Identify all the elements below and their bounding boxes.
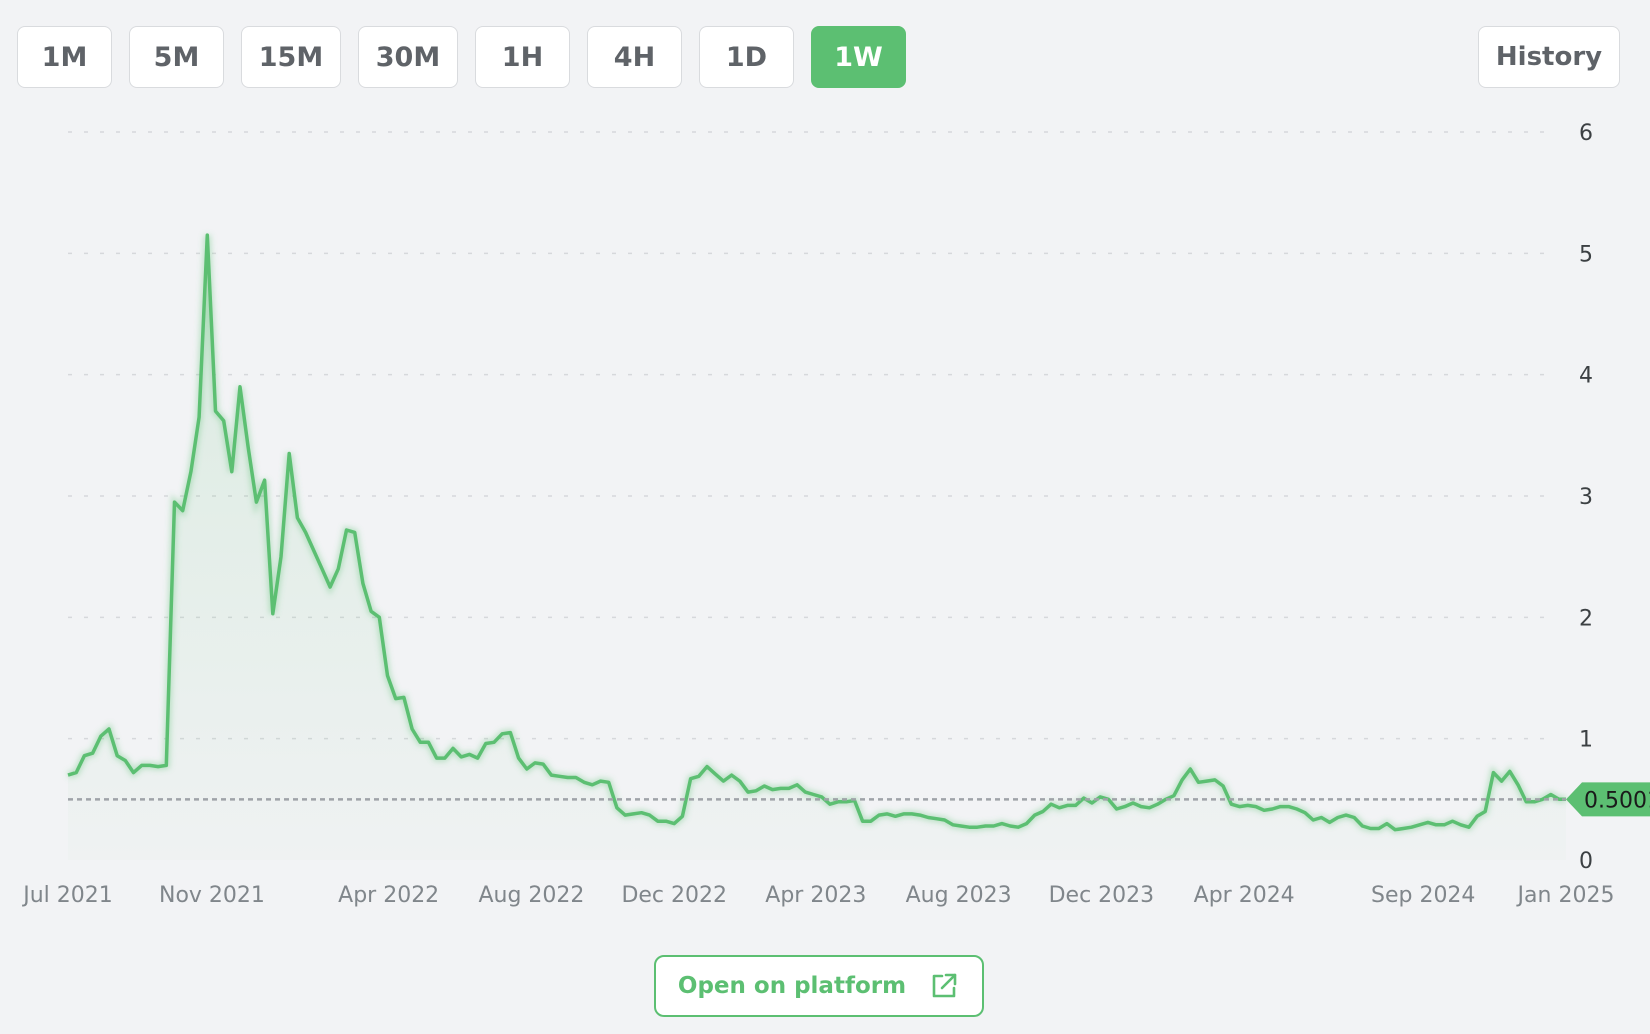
last-price-label: 0.5001: [1584, 788, 1650, 813]
y-axis: 0 1 2 3 4 5 6: [1579, 121, 1593, 874]
series-line: [67, 233, 1566, 832]
timeframe-button-1w[interactable]: 1W: [811, 26, 906, 88]
timeframe-button-5m[interactable]: 5M: [129, 26, 224, 88]
history-button[interactable]: History: [1478, 26, 1620, 88]
timeframe-button-15m[interactable]: 15M: [241, 26, 341, 88]
x-tick-label: Dec 2023: [1049, 883, 1155, 908]
timeframe-button-30m[interactable]: 30M: [358, 26, 458, 88]
external-link-icon: [932, 973, 957, 998]
x-axis: Jul 2021 Nov 2021 Apr 2022 Aug 2022 Dec 2022…: [21, 883, 1614, 908]
x-tick-label: Sep 2024: [1371, 883, 1475, 908]
y-tick-label: 3: [1579, 485, 1593, 510]
x-tick-label: Apr 2024: [1194, 883, 1295, 908]
timeframe-button-1m[interactable]: 1M: [17, 26, 112, 88]
x-tick-label: Dec 2022: [621, 883, 727, 908]
x-tick-label: Aug 2022: [478, 883, 584, 908]
timeframe-button-4h[interactable]: 4H: [587, 26, 682, 88]
open-on-platform-label: Open on platform: [677, 973, 907, 999]
open-on-platform-button[interactable]: Open on platform: [654, 955, 984, 1017]
x-tick-label: Apr 2022: [338, 883, 439, 908]
series-area: [68, 235, 1566, 861]
y-tick-label: 0: [1579, 849, 1593, 874]
price-chart: 0 1 2 3 4 5 6 Jul 2021 Nov 2021 Apr 2022 Aug 2022…: [21, 121, 1650, 908]
x-tick-label: Aug 2023: [906, 883, 1012, 908]
timeframe-button-1d[interactable]: 1D: [699, 26, 794, 88]
y-tick-label: 2: [1579, 606, 1593, 631]
last-price-badge: 0.5001: [1566, 782, 1650, 817]
y-tick-label: 5: [1579, 242, 1593, 267]
timeframe-button-1h[interactable]: 1H: [475, 26, 570, 88]
x-tick-label: Jan 2025: [1516, 883, 1615, 908]
x-tick-label: Nov 2021: [159, 883, 265, 908]
grid-lines: [68, 131, 1545, 740]
y-tick-label: 4: [1579, 364, 1593, 389]
x-tick-label: Apr 2023: [765, 883, 866, 908]
y-tick-label: 6: [1579, 121, 1593, 146]
y-tick-label: 1: [1579, 728, 1593, 753]
x-tick-label: Jul 2021: [21, 883, 113, 908]
